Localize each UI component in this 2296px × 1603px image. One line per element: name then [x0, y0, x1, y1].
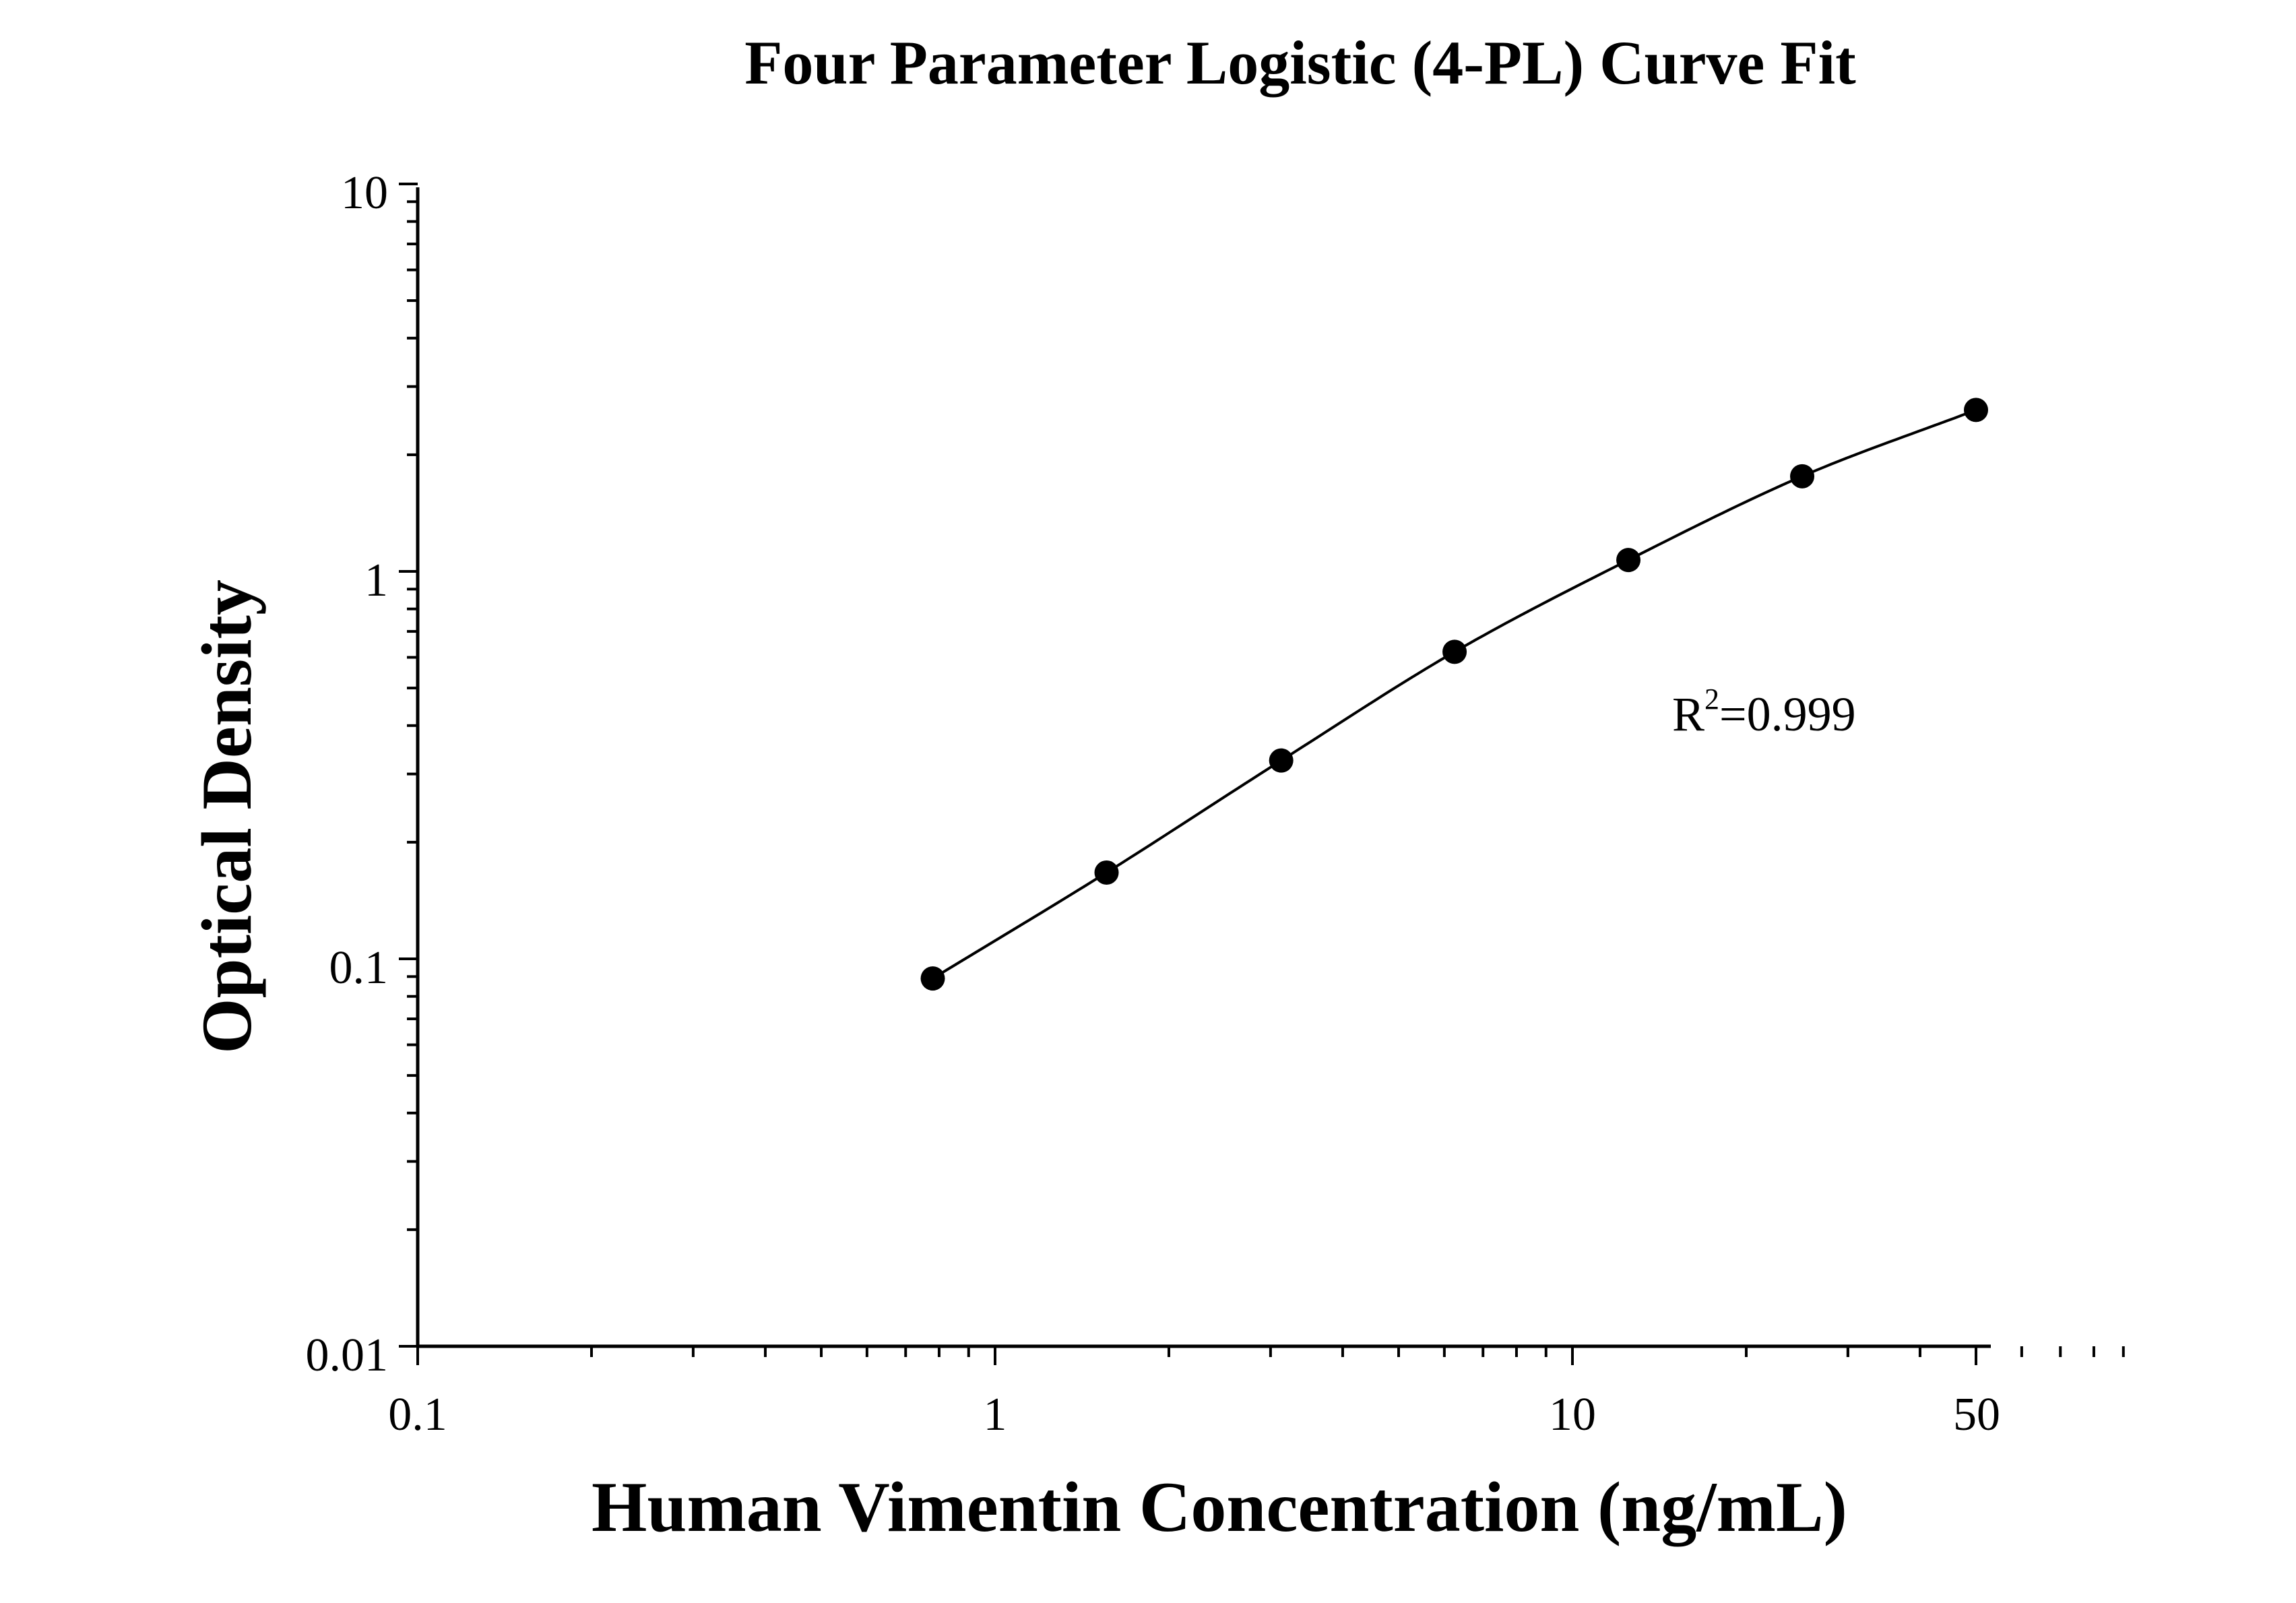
y-tick-label: 1 [364, 555, 388, 606]
x-tick-label: 50 [1953, 1389, 2000, 1441]
r-squared-superscript: 2 [1704, 683, 1719, 716]
r-squared-value: =0.999 [1719, 687, 1856, 741]
data-point [1790, 464, 1815, 489]
x-tick-label: 0.1 [388, 1389, 447, 1441]
axes [416, 187, 1991, 1348]
y-axis-label: Optical Density [187, 579, 266, 1054]
data-point [1964, 398, 1989, 422]
y-tick-label: 0.1 [329, 942, 389, 994]
y-axis-ticks [399, 183, 418, 1348]
x-axis-ticks [416, 1346, 2125, 1365]
data-point [1616, 548, 1641, 573]
data-point [1269, 748, 1294, 773]
r-squared-annotation: R2=0.999 [1672, 683, 1856, 741]
x-tick-label: 10 [1549, 1389, 1596, 1441]
data-point [1094, 860, 1119, 885]
data-point [1442, 639, 1467, 664]
chart-title: Four Parameter Logistic (4-PL) Curve Fit [744, 28, 1856, 97]
data-point [920, 966, 945, 991]
y-tick-label: 10 [341, 167, 388, 219]
x-axis-label: Human Vimentin Concentration (ng/mL) [592, 1468, 1847, 1546]
data-points [920, 398, 1989, 991]
r-squared-prefix: R [1672, 687, 1704, 741]
y-tick-label: 0.01 [306, 1329, 389, 1381]
x-tick-label: 1 [984, 1389, 1007, 1441]
